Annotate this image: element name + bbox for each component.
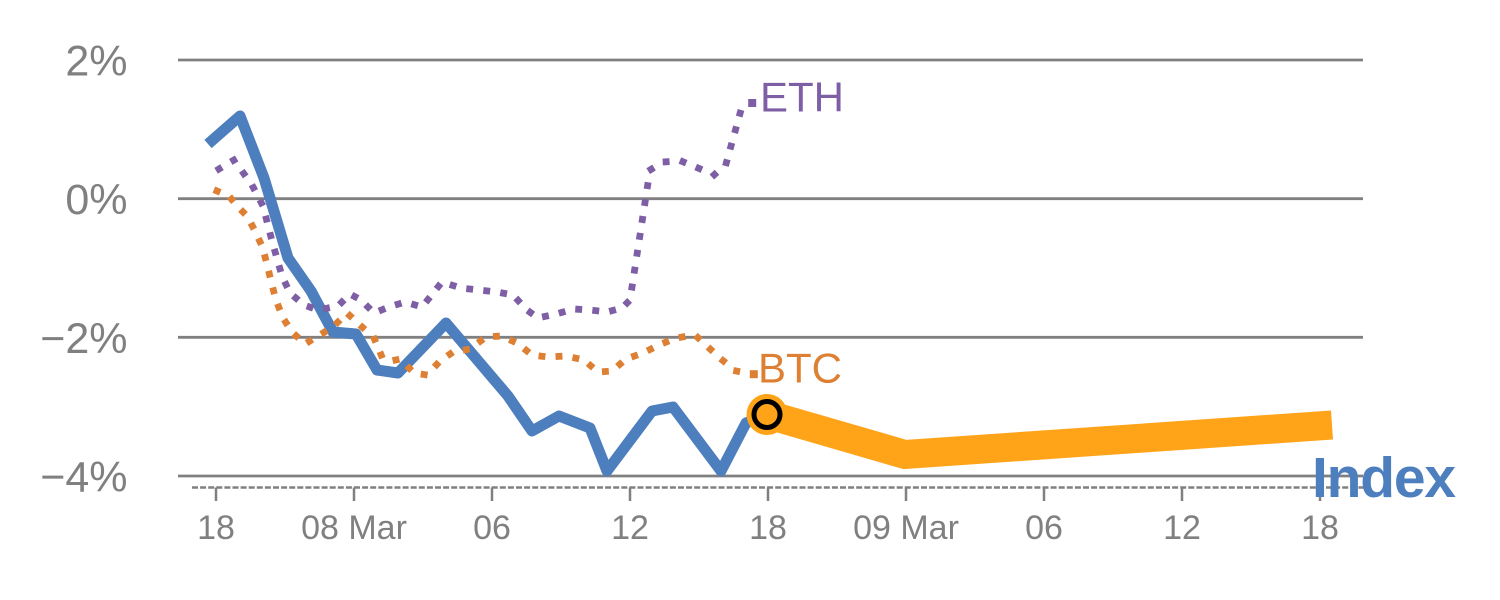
svg-text:09 Mar: 09 Mar <box>853 509 959 547</box>
svg-text:08 Mar: 08 Mar <box>301 509 407 547</box>
svg-text:06: 06 <box>1025 509 1063 547</box>
svg-text:0%: 0% <box>65 176 127 224</box>
svg-text:18: 18 <box>749 509 787 547</box>
svg-text:−4%: −4% <box>40 454 127 502</box>
svg-text:2%: 2% <box>65 38 127 86</box>
svg-text:ETH: ETH <box>760 74 844 121</box>
svg-text:12: 12 <box>1163 509 1201 547</box>
svg-text:06: 06 <box>473 509 511 547</box>
svg-text:−2%: −2% <box>40 315 127 363</box>
svg-text:12: 12 <box>611 509 649 547</box>
svg-text:BTC: BTC <box>758 345 842 392</box>
svg-text:Index: Index <box>1312 446 1456 510</box>
svg-text:18: 18 <box>197 509 235 547</box>
svg-text:18: 18 <box>1301 509 1339 547</box>
